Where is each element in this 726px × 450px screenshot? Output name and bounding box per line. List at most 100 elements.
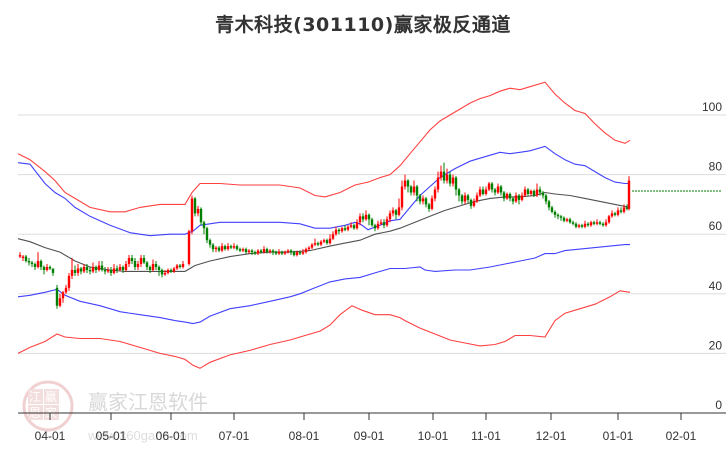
candle-body [220,246,224,251]
candle-body [565,219,569,221]
candle-body [160,269,164,275]
candle-body [36,261,40,267]
candle-body [424,198,428,205]
candle-body [571,222,575,224]
y-tick-label: 100 [702,100,722,114]
watermark-logo-char: 江 [29,390,41,404]
candle-body [39,261,43,267]
candle-body [88,269,92,272]
candle-body [268,250,272,253]
watermark-logo-cell [28,389,43,404]
candle-body [124,264,128,270]
candle-body [331,234,335,239]
candle-body [520,195,524,200]
candle-body [187,231,191,264]
x-axis: 04-01 05-01 06-01 07-01 08-01 09-01 10-01 11-01… [18,412,726,443]
candle-body [277,252,281,254]
candle-body [151,264,155,270]
candle-body [199,208,203,223]
candle-body [460,195,464,202]
candle-body [478,189,482,196]
band-outer_lower [17,290,631,369]
candle-body [178,265,182,267]
candle-body [319,241,323,245]
candle-body [172,268,176,272]
candle-body [109,269,113,273]
candle-body [85,266,89,270]
candle-body [193,198,197,214]
candle-body [301,252,305,254]
candle-body [367,214,371,220]
candle-body [271,250,275,253]
candle-body [532,190,536,196]
candle-body [313,243,317,245]
candle-body [316,243,320,245]
candle-body [175,265,179,269]
candle-body [289,250,293,253]
candle-body [328,238,332,244]
candle-body [211,244,215,250]
candle-body [61,292,65,299]
candle-body [373,225,377,229]
candle-body [394,210,398,215]
candle-body [136,264,140,267]
candle-body [24,256,28,262]
candle-body [556,214,560,217]
x-tick-label: 12-01 [536,429,567,443]
candle-body [343,228,347,230]
candle-body [235,246,239,250]
candle-body [469,199,473,206]
candle-body [238,249,242,251]
candle-body [196,208,200,214]
candle-body [217,247,221,251]
candle-body [295,252,299,256]
candle-body [304,249,308,253]
candle-body [208,240,212,245]
watermark: 江赢恩家赢家江恩软件www.360gann.com [22,380,208,443]
candle-body [121,266,125,270]
candle-body [226,246,230,250]
candle-body [229,246,233,248]
candle-body [286,250,290,253]
candle-body [574,223,578,227]
candle-body [298,252,302,254]
candle-body [48,266,52,269]
candle-body [421,198,425,202]
candle-body [397,207,401,215]
candle-body [55,287,59,306]
candle-body [21,256,25,259]
candle-body [18,255,22,257]
candle-body [94,266,98,270]
candle-body [27,261,31,263]
candle-body [475,195,479,202]
candle-body [253,252,257,254]
candle-body [388,213,392,220]
x-tick-label: 08-01 [289,429,320,443]
candle-body [64,287,68,293]
x-tick-label: 05-01 [96,429,127,443]
candle-body [472,201,476,206]
candle-body [337,229,341,232]
candle-body [97,265,101,270]
candle-body [244,249,248,253]
candle-body [547,201,551,208]
band-inner_upper [17,145,630,237]
candle-body [334,229,338,235]
candle-body [247,250,251,253]
candle-body [418,195,422,202]
y-tick-label: 40 [709,279,723,293]
candle-body [310,244,314,248]
candle-body [118,266,122,270]
candle-body [115,268,119,270]
candle-body [91,266,95,272]
grid-lines [18,114,726,354]
candle-body [400,186,404,208]
candle-body [112,268,116,273]
candle-body [445,174,449,181]
candle-body [436,177,440,190]
candle-body [169,269,173,272]
candle-body [544,195,548,202]
x-tick-label: 02-01 [666,429,697,443]
candle-body [595,222,599,224]
